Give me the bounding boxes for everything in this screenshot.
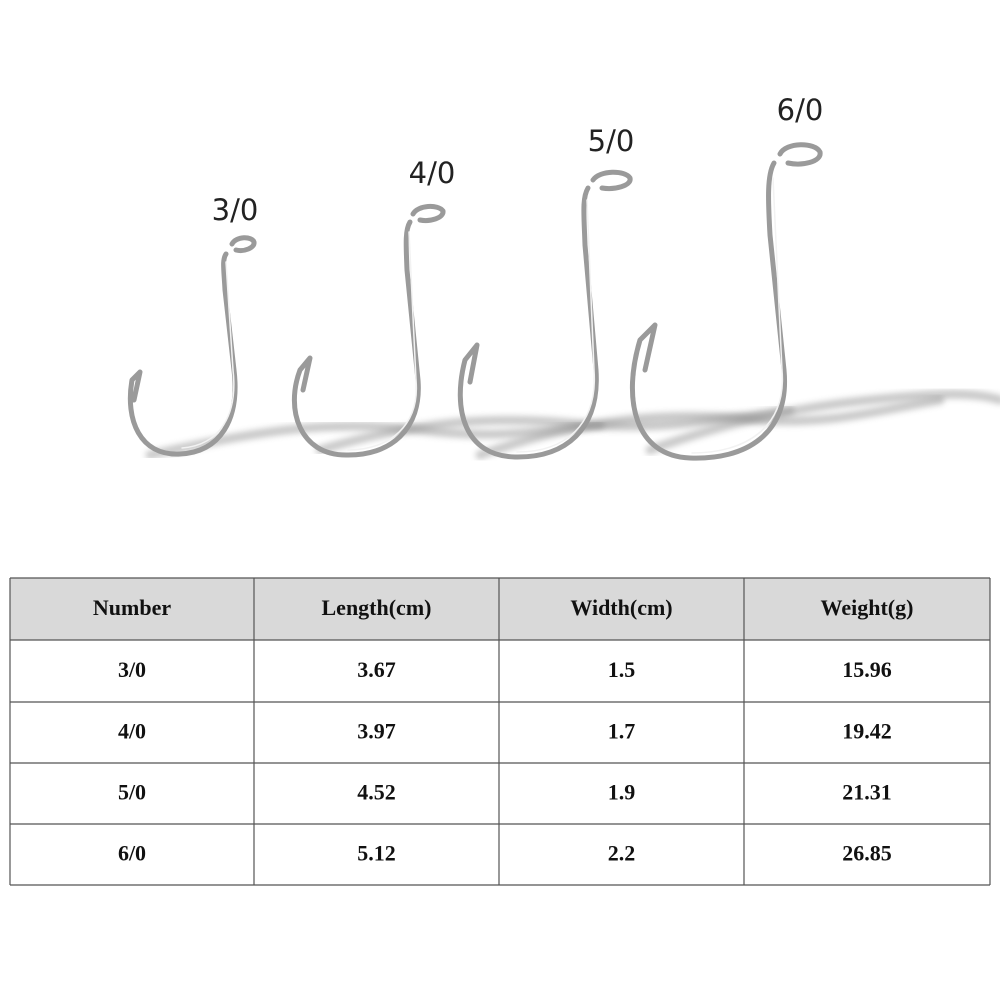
- hook-body: [629, 142, 823, 461]
- hook-highlight: [181, 261, 235, 449]
- hook: [457, 169, 633, 460]
- table-cell: 1.9: [608, 780, 636, 805]
- hook-body: [457, 169, 633, 460]
- table-cell: 15.96: [842, 657, 892, 682]
- header-cell: Weight(g): [821, 595, 914, 620]
- hook-highlight: [347, 231, 418, 451]
- hooks: [127, 142, 823, 461]
- hook-highlight: [516, 199, 596, 453]
- hook-label: 3/0: [212, 193, 259, 227]
- table-cell: 3/0: [118, 657, 146, 682]
- table-cell: 1.7: [608, 719, 636, 744]
- table-cell: 4.52: [357, 780, 396, 805]
- header-cell: Length(cm): [322, 595, 432, 620]
- hook-body: [127, 235, 257, 457]
- spec-table: Number Length(cm) Width(cm) Weight(g) 3/0 3.6…: [9, 577, 991, 886]
- hook-body: [291, 204, 446, 458]
- hook-shadows: [145, 389, 1000, 460]
- table-cell: 5/0: [118, 780, 146, 805]
- header-cell: Width(cm): [570, 595, 672, 620]
- table-cell: 3.67: [357, 657, 396, 682]
- table-header-bg: [10, 578, 990, 640]
- table-cell: 2.2: [608, 841, 636, 866]
- header-cell: Number: [93, 595, 171, 620]
- hook-label: 4/0: [409, 156, 456, 190]
- hook: [127, 235, 257, 457]
- hook-label: 5/0: [588, 124, 635, 158]
- hook: [629, 142, 823, 461]
- hook-highlight: [691, 177, 784, 454]
- hook-label: 6/0: [777, 93, 824, 127]
- table-cell: 19.42: [842, 719, 892, 744]
- hook: [291, 204, 446, 458]
- table-cell: 4/0: [118, 719, 146, 744]
- table-cell: 1.5: [608, 657, 636, 682]
- shadow: [645, 389, 1000, 455]
- table-cell: 21.31: [842, 780, 892, 805]
- table-cell: 5.12: [357, 841, 396, 866]
- table-cell: 3.97: [357, 719, 396, 744]
- table-cell: 6/0: [118, 841, 146, 866]
- table-cell: 26.85: [842, 841, 892, 866]
